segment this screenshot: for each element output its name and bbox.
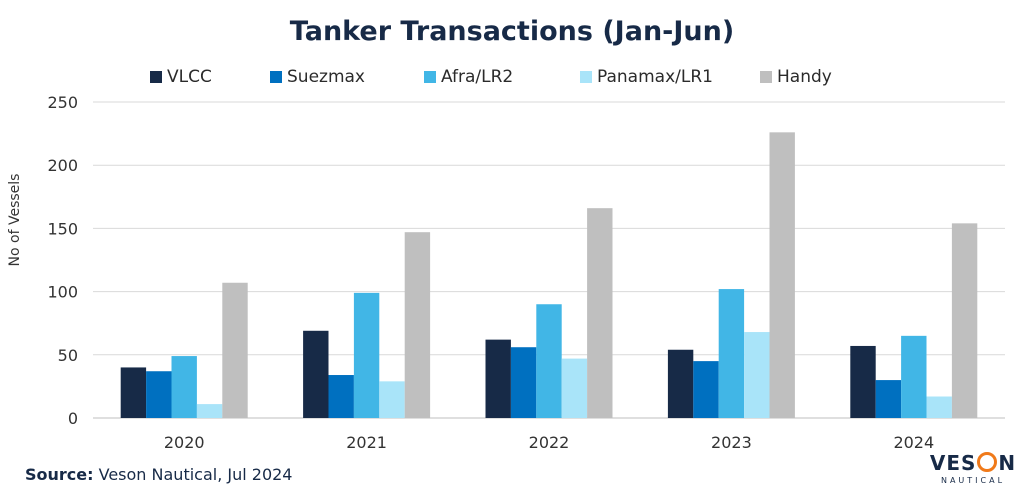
bar-afra-lr2-2021 <box>353 292 380 418</box>
bar-panamax-lr1-2020 <box>196 404 223 418</box>
bar-panamax-lr1-2021 <box>379 381 405 418</box>
legend-swatch <box>760 71 772 83</box>
logo-o-icon <box>977 452 998 472</box>
bar-vlcc-2020 <box>120 367 147 418</box>
logo-subtext: NAUTICAL <box>940 476 1006 485</box>
legend-item: Afra/LR2 <box>424 67 580 87</box>
x-tick-label: 2020 <box>164 433 205 452</box>
y-tick-label: 200 <box>47 156 78 175</box>
bar-vlcc-2021 <box>303 330 329 418</box>
bar-suezmax-2021 <box>328 375 354 418</box>
x-tick-label: 2021 <box>346 433 387 452</box>
bar-vlcc-2023 <box>667 349 694 418</box>
bar-handy-2023 <box>769 132 795 418</box>
source-note: Source: Veson Nautical, Jul 2024 <box>25 465 292 484</box>
y-tick-label: 150 <box>47 219 78 238</box>
bar-handy-2024 <box>951 223 978 418</box>
bar-panamax-lr1-2022 <box>561 358 588 418</box>
legend-swatch <box>150 71 162 83</box>
x-tick-label: 2024 <box>893 433 934 452</box>
bar-afra-lr2-2024 <box>901 335 927 418</box>
source-text: Veson Nautical, Jul 2024 <box>98 465 293 484</box>
bar-panamax-lr1-2023 <box>744 332 770 418</box>
legend-swatch <box>580 71 592 83</box>
chart-title: Tanker Transactions (Jan-Jun) <box>289 16 735 47</box>
x-tick-label: 2023 <box>711 433 752 452</box>
bar-afra-lr2-2022 <box>536 304 562 418</box>
logo-text-2: N <box>998 451 1017 475</box>
legend-label: Handy <box>777 67 832 87</box>
bar-suezmax-2022 <box>510 347 537 418</box>
bar-afra-lr2-2020 <box>171 356 197 418</box>
bar-vlcc-2024 <box>850 345 876 418</box>
y-tick-label: 100 <box>47 283 78 302</box>
y-tick-label: 50 <box>58 346 78 365</box>
legend-label: Suezmax <box>287 67 365 87</box>
source-label: Source: <box>25 465 94 484</box>
y-tick-label: 0 <box>68 409 78 428</box>
chart-legend: VLCC Suezmax Afra/LR2 Panamax/LR1 Handy <box>150 66 832 88</box>
bar-suezmax-2020 <box>146 371 172 418</box>
bar-suezmax-2024 <box>875 380 902 418</box>
bar-vlcc-2022 <box>485 339 511 418</box>
bar-handy-2020 <box>222 282 248 418</box>
veson-logo: VES N NAUTICAL <box>928 452 1018 485</box>
legend-label: VLCC <box>167 67 212 87</box>
legend-item: VLCC <box>150 67 270 87</box>
legend-item: Panamax/LR1 <box>580 67 760 87</box>
legend-item: Suezmax <box>270 67 424 87</box>
legend-item: Handy <box>760 67 832 87</box>
y-tick-label: 250 <box>47 93 78 112</box>
legend-swatch <box>424 71 436 83</box>
bar-suezmax-2023 <box>693 361 719 418</box>
bar-handy-2021 <box>404 232 431 418</box>
logo-text-1: VES <box>929 451 977 475</box>
legend-swatch <box>270 71 282 83</box>
bar-panamax-lr1-2024 <box>926 396 952 418</box>
legend-label: Afra/LR2 <box>441 67 514 87</box>
x-tick-label: 2022 <box>529 433 570 452</box>
bar-afra-lr2-2023 <box>718 289 745 418</box>
bar-handy-2022 <box>587 208 613 418</box>
legend-label: Panamax/LR1 <box>597 67 713 87</box>
